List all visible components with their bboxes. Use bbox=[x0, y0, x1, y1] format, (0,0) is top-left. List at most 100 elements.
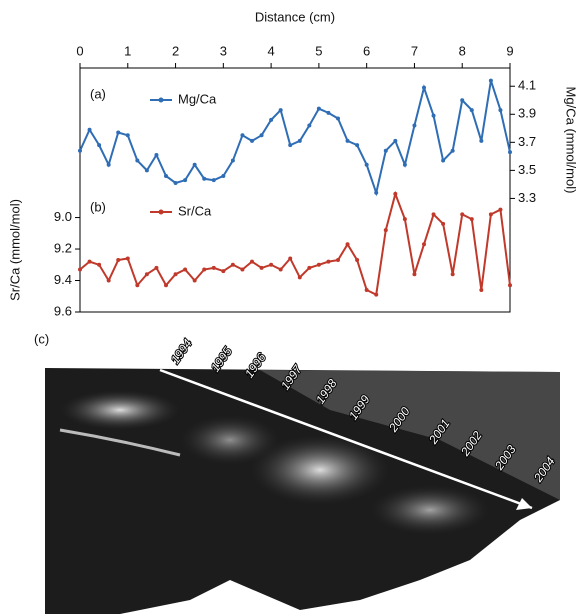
data-point bbox=[479, 287, 484, 292]
data-point bbox=[125, 256, 130, 261]
data-point bbox=[278, 108, 283, 113]
data-point bbox=[364, 287, 369, 292]
y2-tick-label: 3.5 bbox=[518, 162, 536, 177]
data-point bbox=[250, 138, 254, 143]
data-point bbox=[173, 180, 178, 185]
x-tick-label: 3 bbox=[220, 43, 227, 58]
data-point bbox=[269, 262, 274, 267]
data-point bbox=[307, 123, 312, 128]
data-point bbox=[422, 85, 426, 90]
data-point bbox=[269, 117, 274, 122]
data-point bbox=[144, 272, 149, 277]
data-point bbox=[297, 138, 302, 143]
data-point bbox=[336, 116, 340, 121]
panel-label: (b) bbox=[90, 199, 106, 214]
data-point bbox=[240, 133, 245, 138]
data-point bbox=[326, 259, 331, 264]
data-point bbox=[116, 258, 121, 263]
data-point bbox=[106, 278, 111, 283]
data-point bbox=[192, 278, 197, 283]
data-point bbox=[135, 283, 140, 288]
data-point bbox=[469, 108, 474, 113]
x-tick-label: 9 bbox=[506, 43, 513, 58]
xray-image bbox=[45, 368, 560, 614]
data-point bbox=[97, 143, 102, 148]
data-point bbox=[192, 162, 197, 167]
data-point bbox=[450, 272, 455, 277]
y2-tick-label: 3.9 bbox=[518, 106, 536, 121]
data-point bbox=[469, 217, 474, 222]
data-point bbox=[164, 283, 168, 288]
data-point bbox=[288, 143, 293, 148]
data-point bbox=[460, 212, 465, 217]
x-tick-label: 7 bbox=[411, 43, 418, 58]
data-point bbox=[297, 275, 302, 280]
data-point bbox=[125, 133, 130, 138]
data-point bbox=[402, 217, 407, 222]
data-point bbox=[345, 138, 350, 143]
data-point bbox=[412, 272, 417, 277]
data-point bbox=[508, 150, 512, 155]
x-axis-title: Distance (cm) bbox=[255, 9, 335, 24]
x-tick-label: 6 bbox=[363, 43, 370, 58]
data-point bbox=[106, 162, 111, 167]
data-point bbox=[230, 158, 235, 163]
data-point bbox=[441, 158, 446, 163]
data-point bbox=[402, 162, 407, 167]
data-point bbox=[221, 269, 226, 274]
y2-tick-label: 3.7 bbox=[518, 134, 536, 149]
data-point bbox=[488, 212, 493, 217]
data-point bbox=[355, 143, 360, 148]
data-point bbox=[488, 78, 493, 83]
data-point bbox=[135, 158, 140, 163]
legend-label: Mg/Ca bbox=[178, 91, 217, 106]
y2-axis-title: Mg/Ca (mmol/mol) bbox=[564, 87, 579, 194]
data-point bbox=[78, 148, 82, 153]
y-tick-label: 9.0 bbox=[54, 209, 72, 224]
data-point bbox=[307, 265, 312, 270]
data-point bbox=[288, 256, 293, 261]
data-point bbox=[183, 178, 188, 183]
data-point bbox=[259, 133, 264, 138]
data-point bbox=[431, 113, 436, 118]
data-point bbox=[173, 272, 178, 277]
data-point bbox=[441, 221, 446, 226]
y-axis-title: Sr/Ca (mmol/mol) bbox=[7, 199, 22, 301]
data-point bbox=[154, 265, 159, 270]
data-point bbox=[183, 267, 188, 272]
data-point bbox=[316, 106, 321, 111]
data-point bbox=[154, 152, 159, 157]
data-point bbox=[87, 127, 92, 132]
data-point bbox=[498, 207, 503, 212]
data-point bbox=[116, 130, 121, 135]
panel-label: (c) bbox=[34, 331, 49, 346]
data-point bbox=[230, 262, 235, 267]
data-point bbox=[364, 162, 369, 167]
data-point bbox=[374, 292, 379, 297]
data-point bbox=[374, 190, 379, 195]
arrow bbox=[159, 368, 533, 510]
y-tick-label: 9.4 bbox=[54, 272, 72, 287]
data-point bbox=[412, 123, 417, 128]
data-point bbox=[202, 176, 207, 181]
data-point bbox=[202, 267, 207, 272]
data-point bbox=[250, 259, 254, 264]
legend-marker bbox=[158, 209, 164, 215]
data-point bbox=[479, 138, 484, 143]
x-tick-label: 0 bbox=[76, 43, 83, 58]
data-point bbox=[450, 148, 455, 153]
data-point bbox=[383, 148, 388, 153]
x-tick-label: 5 bbox=[315, 43, 322, 58]
plot-frame bbox=[79, 67, 511, 313]
panel-label: (a) bbox=[90, 86, 106, 101]
data-point bbox=[498, 108, 503, 113]
y-tick-label: 9.2 bbox=[54, 240, 72, 255]
data-point bbox=[240, 267, 245, 272]
series-line bbox=[79, 80, 511, 197]
data-point bbox=[508, 283, 512, 288]
data-point bbox=[383, 228, 388, 233]
legend-label: Sr/Ca bbox=[178, 203, 212, 218]
data-point bbox=[259, 265, 264, 270]
y2-tick-label: 3.3 bbox=[518, 190, 536, 205]
